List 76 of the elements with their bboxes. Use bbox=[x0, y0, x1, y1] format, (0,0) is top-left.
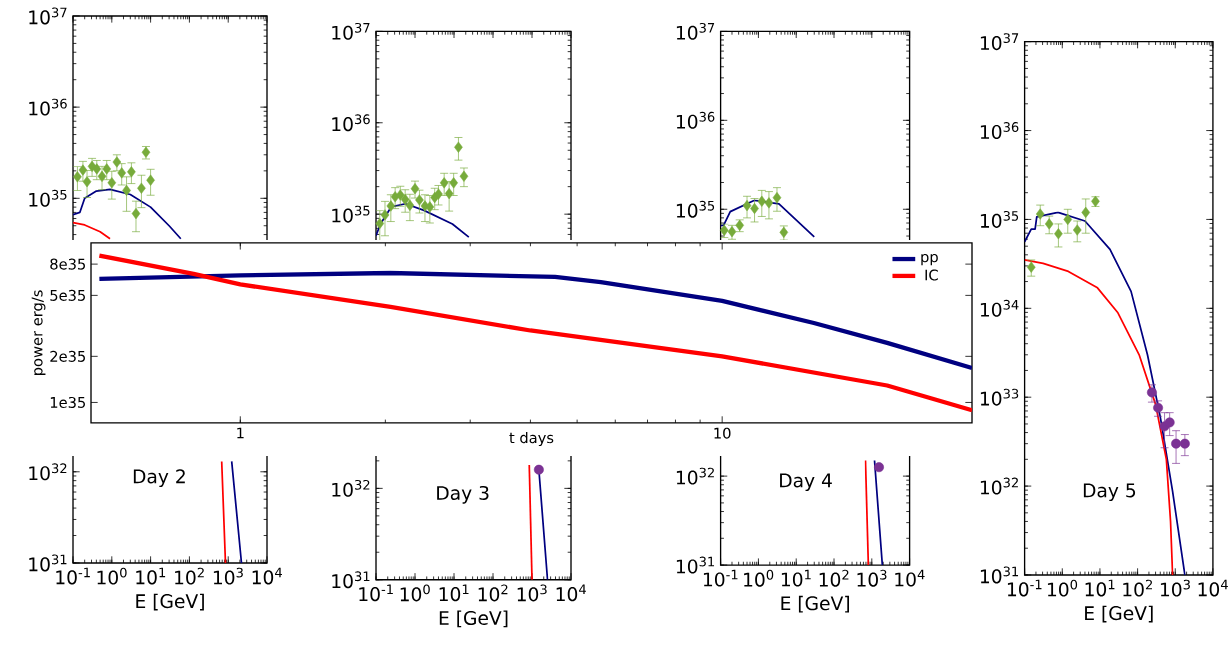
x-tick-label: 10$^{3}$ bbox=[1160, 579, 1190, 597]
x-tick-label: 10$^{0}$ bbox=[744, 569, 774, 587]
annotation: Day 4 bbox=[780, 473, 832, 492]
x-tick-label: 1 bbox=[237, 427, 244, 439]
x-tick-label: 10$^{2}$ bbox=[175, 567, 204, 585]
x-tick-label: 10$^{-1}$ bbox=[359, 584, 393, 602]
y-tick-label: 10$^{35}$ bbox=[332, 205, 370, 223]
point bbox=[410, 183, 420, 195]
annotation: Day 3 bbox=[437, 485, 489, 504]
x-tick-label: 10$^{4}$ bbox=[252, 567, 282, 585]
legend-label: pp bbox=[921, 253, 938, 266]
x-axis-title: E [GeV] bbox=[1085, 605, 1153, 623]
y-axis-title: power erg/s bbox=[31, 290, 46, 375]
point bbox=[454, 141, 463, 153]
x-axis-title: E [GeV] bbox=[781, 595, 849, 613]
x-tick-label: 10$^{4}$ bbox=[1198, 579, 1228, 597]
x-axis-title: t days bbox=[509, 431, 554, 447]
legend-label: IC bbox=[925, 269, 938, 281]
x-tick-label: 10$^{2}$ bbox=[819, 569, 849, 587]
y-tick-label: 10$^{32}$ bbox=[29, 463, 67, 481]
y-tick-label: 10$^{33}$ bbox=[980, 388, 1019, 406]
x-tick-label: 10$^{1}$ bbox=[1085, 579, 1115, 597]
point bbox=[449, 177, 458, 189]
annotation: Day 2 bbox=[133, 469, 185, 488]
y-tick-label: 10$^{32}$ bbox=[980, 477, 1018, 495]
y-tick-label: 10$^{34}$ bbox=[980, 299, 1019, 317]
x-tick-label: 10$^{2}$ bbox=[478, 584, 508, 602]
x-tick-label: 10$^{0}$ bbox=[97, 567, 127, 585]
x-tick-label: 10$^{0}$ bbox=[400, 584, 430, 602]
point bbox=[772, 192, 782, 204]
x-tick-label: 10$^{4}$ bbox=[895, 569, 925, 587]
x-axis-title: E [GeV] bbox=[439, 610, 508, 628]
y-tick-label: 10$^{37}$ bbox=[980, 33, 1019, 51]
point bbox=[439, 177, 449, 189]
y-tick-label: 1e35 bbox=[50, 396, 85, 408]
y-tick-label: 10$^{36}$ bbox=[676, 111, 715, 129]
y-tick-label: 10$^{36}$ bbox=[29, 98, 67, 116]
y-tick-label: 10$^{36}$ bbox=[332, 114, 370, 132]
x-tick-label: 10$^{3}$ bbox=[517, 584, 547, 602]
x-tick-label: 10$^{4}$ bbox=[556, 584, 586, 602]
x-tick-label: 10 bbox=[714, 427, 731, 439]
x-tick-label: 10$^{3}$ bbox=[213, 567, 243, 585]
point bbox=[127, 166, 136, 178]
point bbox=[131, 207, 141, 220]
y-tick-label: 10$^{35}$ bbox=[29, 189, 67, 207]
y-tick-label: 10$^{36}$ bbox=[980, 122, 1019, 140]
y-tick-label: 2e35 bbox=[50, 350, 85, 362]
x-tick-label: 10$^{1}$ bbox=[136, 567, 166, 585]
point bbox=[137, 182, 146, 194]
point bbox=[375, 217, 385, 230]
x-tick-label: 10$^{1}$ bbox=[781, 569, 811, 587]
y-tick-label: 10$^{35}$ bbox=[980, 210, 1019, 228]
point bbox=[117, 167, 126, 179]
y-tick-label: 10$^{37}$ bbox=[676, 22, 715, 40]
y-tick-label: 10$^{35}$ bbox=[676, 200, 715, 218]
y-tick-label: 5e35 bbox=[50, 289, 85, 301]
y-tick-label: 8e35 bbox=[50, 258, 85, 270]
y-tick-label: 10$^{37}$ bbox=[332, 22, 370, 40]
x-axis-title: E [GeV] bbox=[136, 593, 204, 611]
point bbox=[386, 200, 396, 212]
y-tick-label: 10$^{32}$ bbox=[676, 467, 714, 485]
x-tick-label: 10$^{-1}$ bbox=[1007, 579, 1042, 597]
x-tick-label: 10$^{-1}$ bbox=[56, 567, 90, 585]
x-tick-label: 10$^{-1}$ bbox=[703, 569, 738, 587]
annotation: Day 5 bbox=[1083, 483, 1136, 502]
x-tick-label: 10$^{2}$ bbox=[1123, 579, 1152, 597]
point bbox=[107, 177, 117, 189]
point bbox=[82, 176, 92, 188]
y-tick-label: 10$^{37}$ bbox=[29, 7, 67, 25]
point bbox=[764, 197, 774, 209]
y-tick-label: 10$^{32}$ bbox=[332, 479, 370, 497]
x-tick-label: 10$^{3}$ bbox=[857, 569, 887, 587]
point bbox=[444, 187, 454, 200]
x-tick-label: 10$^{0}$ bbox=[1047, 579, 1078, 597]
x-tick-label: 10$^{1}$ bbox=[439, 584, 469, 602]
point bbox=[146, 174, 155, 186]
